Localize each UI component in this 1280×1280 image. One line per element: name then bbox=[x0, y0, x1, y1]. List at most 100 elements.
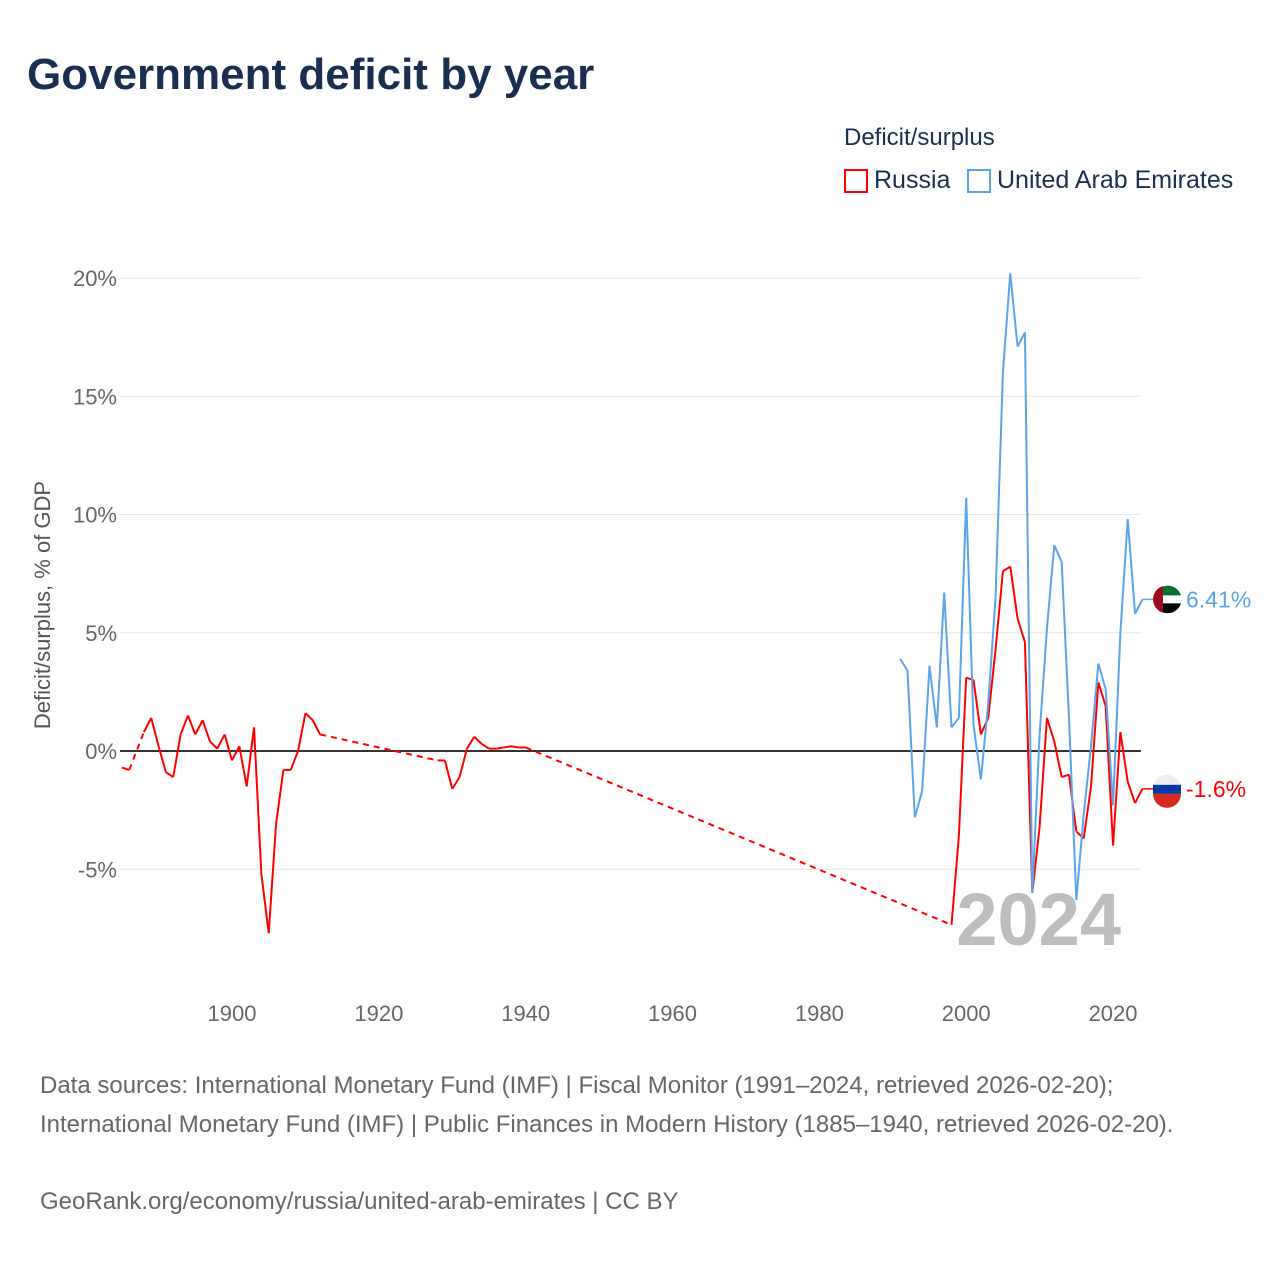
series-segment-russia bbox=[1046, 717, 1056, 742]
series-segment-russia bbox=[1097, 682, 1107, 707]
series-segment-russia bbox=[150, 717, 160, 747]
series-segment-russia bbox=[987, 649, 997, 718]
series-segment-russia bbox=[525, 746, 952, 926]
series-segment-russia bbox=[223, 734, 233, 761]
series-segment-russia bbox=[443, 760, 454, 790]
series-segment-russia bbox=[194, 719, 204, 735]
series-segment-uae bbox=[1053, 544, 1063, 563]
flag-stripe bbox=[1163, 585, 1181, 596]
y-tick-label: 10% bbox=[73, 503, 117, 528]
series-segment-uae bbox=[1104, 689, 1115, 806]
legend-swatch bbox=[844, 168, 868, 193]
series-segment-uae bbox=[1009, 273, 1019, 347]
flag-stripe bbox=[1153, 793, 1181, 808]
series-segment-russia bbox=[128, 731, 145, 771]
series-segment-russia bbox=[304, 712, 314, 721]
legend-label: Russia bbox=[874, 166, 951, 194]
series-segment-uae bbox=[1090, 663, 1100, 747]
series-segment-russia bbox=[1119, 731, 1129, 782]
y-tick-label: 20% bbox=[73, 266, 117, 291]
series-segment-uae bbox=[913, 790, 924, 818]
y-tick-label: 15% bbox=[73, 384, 117, 409]
legend-label: United Arab Emirates bbox=[997, 166, 1234, 194]
series-segment-uae bbox=[1001, 273, 1012, 373]
flag-stripe bbox=[1153, 784, 1181, 794]
series-segment-russia bbox=[275, 769, 285, 825]
x-tick-label: 2000 bbox=[942, 1001, 991, 1026]
series-segment-russia bbox=[1009, 566, 1019, 619]
series-segment-russia bbox=[238, 746, 248, 787]
series-segment-russia bbox=[451, 776, 461, 790]
series-segment-russia bbox=[1016, 618, 1026, 643]
x-tick-label: 1980 bbox=[795, 1001, 844, 1026]
legend-item-uae[interactable]: United Arab Emirates bbox=[967, 166, 1233, 195]
plot-area: -5% 0% 5% 10% 15% 20% 1900 1920 1940 1960 1980 2000… bbox=[30, 266, 1251, 1026]
legend-item-russia[interactable]: Russia bbox=[844, 166, 950, 195]
series-segment-uae bbox=[943, 592, 953, 728]
x-tick-label: 1960 bbox=[648, 1001, 697, 1026]
series-segment-russia bbox=[957, 677, 968, 837]
series-segment-russia bbox=[1134, 788, 1144, 804]
series-segment-uae bbox=[935, 592, 946, 728]
series-segment-russia bbox=[253, 727, 263, 875]
series-segment-uae bbox=[921, 665, 931, 792]
series-segment-russia bbox=[972, 679, 982, 735]
series-segment-russia bbox=[466, 736, 476, 750]
x-tick-label: 1920 bbox=[354, 1001, 403, 1026]
series-segment-russia bbox=[1090, 682, 1100, 787]
year-label: 2024 bbox=[956, 878, 1121, 961]
end-value-label: -1.6% bbox=[1186, 776, 1246, 802]
series-segment-russia bbox=[1112, 732, 1122, 846]
series-segment-russia bbox=[172, 734, 182, 778]
series-segment-russia bbox=[201, 719, 211, 742]
series-segment-uae bbox=[1045, 545, 1056, 629]
legend-title: Deficit/surplus bbox=[844, 124, 995, 151]
series-segment-russia bbox=[510, 745, 519, 749]
series-segment-russia bbox=[1038, 717, 1048, 827]
x-tick-label: 1900 bbox=[208, 1001, 257, 1026]
series-segment-russia bbox=[1104, 706, 1115, 846]
series-segment-uae bbox=[1060, 561, 1070, 718]
series-segment-russia bbox=[143, 717, 153, 733]
y-tick-label: 5% bbox=[85, 621, 117, 646]
series-segment-russia bbox=[121, 766, 130, 771]
series-segment-russia bbox=[289, 750, 300, 771]
series-segment-uae bbox=[1134, 598, 1144, 615]
series-segment-uae bbox=[957, 497, 968, 718]
series-segment-russia bbox=[950, 836, 960, 925]
end-value-label: 6.41% bbox=[1186, 586, 1251, 612]
y-tick-label: -5% bbox=[78, 857, 117, 882]
series-segment-uae bbox=[906, 670, 916, 818]
series-segment-uae bbox=[994, 372, 1004, 598]
series-segment-russia bbox=[994, 571, 1004, 650]
series-segment-uae bbox=[1016, 331, 1026, 348]
series-segment-russia bbox=[1053, 741, 1063, 778]
x-tick-label: 2020 bbox=[1089, 1001, 1138, 1026]
credit-link[interactable]: GeoRank.org/economy/russia/united-arab-e… bbox=[40, 1188, 679, 1215]
series-segment-russia bbox=[1082, 786, 1093, 839]
series-segment-uae bbox=[899, 658, 909, 672]
series-segment-russia bbox=[267, 824, 278, 934]
series-segment-russia bbox=[503, 745, 512, 749]
chart-title: Government deficit by year bbox=[27, 50, 595, 99]
flag-stripe bbox=[1163, 603, 1181, 614]
series-segment-russia bbox=[157, 745, 167, 773]
series-segment-uae bbox=[979, 703, 990, 780]
series-segment-uae bbox=[987, 597, 997, 704]
series-segment-uae bbox=[1038, 627, 1048, 735]
series-segment-russia bbox=[179, 715, 189, 735]
series-segment-uae bbox=[1112, 632, 1122, 806]
data-sources: Data sources: International Monetary Fun… bbox=[40, 1072, 1174, 1138]
series-segment-russia bbox=[245, 727, 256, 787]
series-segment-russia bbox=[187, 715, 197, 735]
series-segment-russia bbox=[481, 743, 490, 750]
y-axis-label: Deficit/surplus, % of GDP bbox=[30, 481, 55, 729]
series-segment-russia bbox=[496, 746, 504, 750]
series-segment-russia bbox=[319, 733, 438, 762]
series-segment-uae bbox=[1119, 519, 1129, 633]
series-segment-russia bbox=[216, 733, 226, 750]
series-segment-uae bbox=[1082, 746, 1093, 815]
series-segment-uae bbox=[1031, 734, 1041, 893]
series-segment-uae bbox=[965, 497, 975, 726]
